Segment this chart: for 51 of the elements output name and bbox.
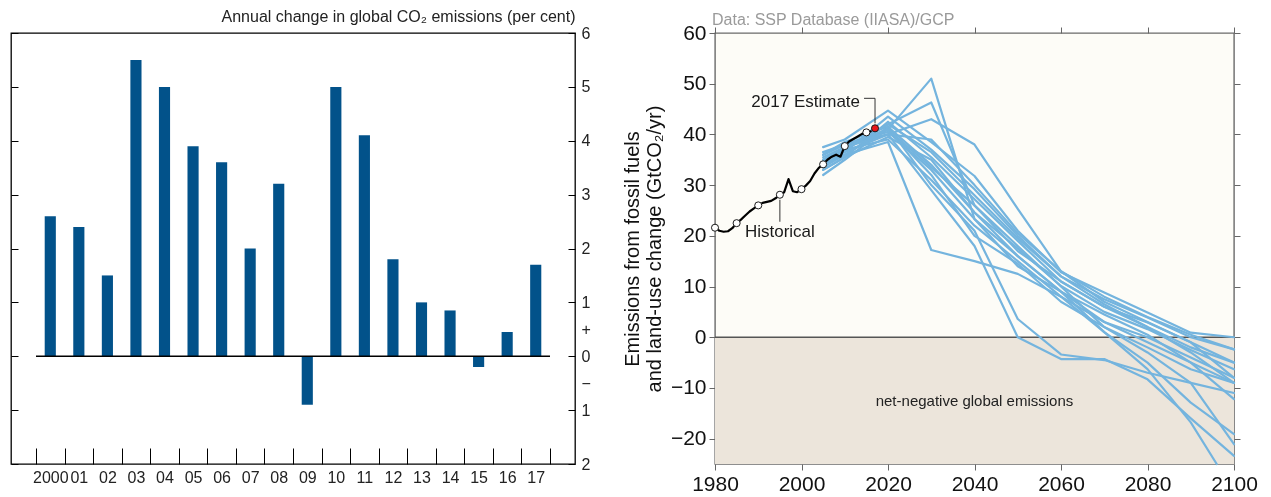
x-tick-label: 06 xyxy=(213,468,232,486)
x-tick-label: 03 xyxy=(127,468,146,486)
x-tick-label: 02 xyxy=(98,468,117,486)
x-tick-label: 01 xyxy=(70,468,89,486)
x-tick-label: 10 xyxy=(327,468,346,486)
y-tick-label: 4 xyxy=(581,132,591,150)
y-tick-label: 40 xyxy=(683,121,707,145)
y-tick-label: 2 xyxy=(581,455,591,473)
x-tick-label: 1980 xyxy=(692,471,739,495)
y-tick-label: 2 xyxy=(581,240,591,257)
x-tick-label: 17 xyxy=(527,468,546,486)
x-tick-label: 11 xyxy=(356,468,374,486)
y-tick-label: −10 xyxy=(670,375,707,399)
x-tick-label: 08 xyxy=(270,468,289,486)
y-tick-label: −20 xyxy=(670,426,707,450)
y-tick-label: − xyxy=(581,374,591,392)
x-tick-label: 05 xyxy=(184,468,203,486)
x-tick-label: 12 xyxy=(384,468,403,486)
text: Data: SSP Database (IIASA)/GCP xyxy=(712,11,955,28)
y-tick-label: 0 xyxy=(581,347,591,365)
y-axis-title: Annual change in global CO₂ emissions (per cent) xyxy=(221,7,576,25)
x-tick-label: 09 xyxy=(298,468,317,486)
x-tick-label: 07 xyxy=(241,468,260,486)
x-tick-label: 16 xyxy=(498,468,517,486)
x-tick-label: 14 xyxy=(441,468,460,486)
y-tick-label: 20 xyxy=(683,223,707,247)
x-tick-label: 04 xyxy=(156,468,174,486)
y-axis-title: Emissions from fossil fuels and land-use change (GtCO₂/yr) xyxy=(620,105,665,393)
annotation: 2017 Estimate xyxy=(751,92,861,112)
x-tick-label: 2060 xyxy=(1038,471,1085,495)
x-tick-label: 2080 xyxy=(1124,471,1172,495)
y-tick-label: 10 xyxy=(683,274,707,298)
y-tick-label: 60 xyxy=(683,20,707,44)
annotation: Historical xyxy=(744,221,815,241)
y-tick-label: 5 xyxy=(581,78,591,96)
y-tick-label: 1 xyxy=(581,293,591,311)
x-tick-label: 2020 xyxy=(865,471,912,495)
y-tick-label: 50 xyxy=(683,71,707,95)
x-tick-label: 2100 xyxy=(1211,471,1258,495)
x-tick-label: 2000 xyxy=(32,468,69,486)
y-tick-label: 3 xyxy=(581,186,591,204)
band-label: net-negative global emissions xyxy=(875,391,1074,409)
x-tick-label: 2000 xyxy=(778,471,826,495)
x-tick-label: 13 xyxy=(413,468,431,486)
y-tick-label: 30 xyxy=(683,172,707,196)
x-tick-label: 2040 xyxy=(951,471,999,495)
y-tick-label: 0 xyxy=(694,324,707,348)
y-tick-label: 1 xyxy=(581,401,591,419)
y-tick-label: + xyxy=(581,320,591,338)
y-tick-label: 6 xyxy=(581,24,591,42)
x-tick-label: 15 xyxy=(470,468,489,486)
